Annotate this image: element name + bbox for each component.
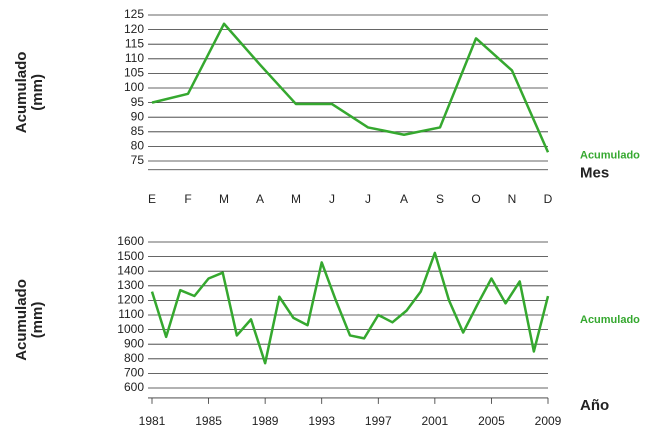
- y-tick-label: 1100: [118, 307, 144, 321]
- y-axis-label: (mm): [29, 302, 46, 339]
- y-tick-label: 1600: [117, 234, 144, 248]
- x-tick-label: A: [400, 192, 408, 206]
- y-tick-label: 80: [131, 139, 145, 153]
- y-tick-label: 1200: [117, 293, 144, 307]
- x-tick-label: 1985: [195, 414, 222, 428]
- y-tick-label: 600: [124, 380, 144, 394]
- x-tick-label: M: [291, 192, 301, 206]
- x-tick-label: J: [365, 192, 371, 206]
- y-tick-label: 800: [124, 351, 144, 365]
- x-axis-label: Mes: [580, 165, 609, 182]
- x-tick-label: 2005: [478, 414, 505, 428]
- y-tick-label: 85: [131, 124, 145, 138]
- x-axis-label: Año: [580, 397, 609, 414]
- x-tick-label: 1993: [308, 414, 335, 428]
- data-line: [150, 251, 550, 365]
- y-tick-label: 1300: [117, 278, 144, 292]
- y-axis-label: Acumulado: [13, 52, 30, 134]
- x-tick-label: F: [184, 192, 191, 206]
- y-tick-label: 95: [131, 95, 145, 109]
- y-tick-label: 100: [124, 80, 144, 94]
- y-tick-label: 75: [131, 153, 145, 167]
- x-tick-label: 2009: [535, 414, 562, 428]
- y-axis-label: Acumulado: [13, 279, 30, 361]
- y-tick-label: 110: [125, 51, 144, 65]
- data-line: [151, 22, 550, 153]
- y-tick-label: 1400: [117, 263, 144, 277]
- x-tick-label: E: [148, 192, 156, 206]
- x-tick-label: M: [219, 192, 229, 206]
- y-tick-label: 125: [124, 7, 144, 21]
- y-tick-label: 1000: [117, 322, 144, 336]
- x-tick-label: 1989: [252, 414, 279, 428]
- y-tick-label: 115: [125, 36, 144, 50]
- x-tick-label: D: [544, 192, 553, 206]
- x-tick-label: 1981: [139, 414, 166, 428]
- y-axis-label: (mm): [29, 74, 46, 111]
- x-tick-label: O: [471, 192, 480, 206]
- x-tick-label: 2001: [422, 414, 449, 428]
- y-tick-label: 1500: [117, 249, 144, 263]
- legend-label: Acumulado: [580, 150, 640, 162]
- x-tick-label: 1997: [365, 414, 392, 428]
- legend-label: Acumulado: [580, 314, 640, 326]
- x-tick-label: S: [436, 192, 444, 206]
- x-tick-label: J: [329, 192, 335, 206]
- y-tick-label: 900: [124, 336, 144, 350]
- y-tick-label: 90: [131, 109, 145, 123]
- y-tick-label: 120: [124, 22, 144, 36]
- x-tick-label: N: [508, 192, 517, 206]
- y-tick-label: 105: [124, 66, 144, 80]
- y-tick-label: 700: [124, 366, 144, 380]
- x-tick-label: A: [256, 192, 264, 206]
